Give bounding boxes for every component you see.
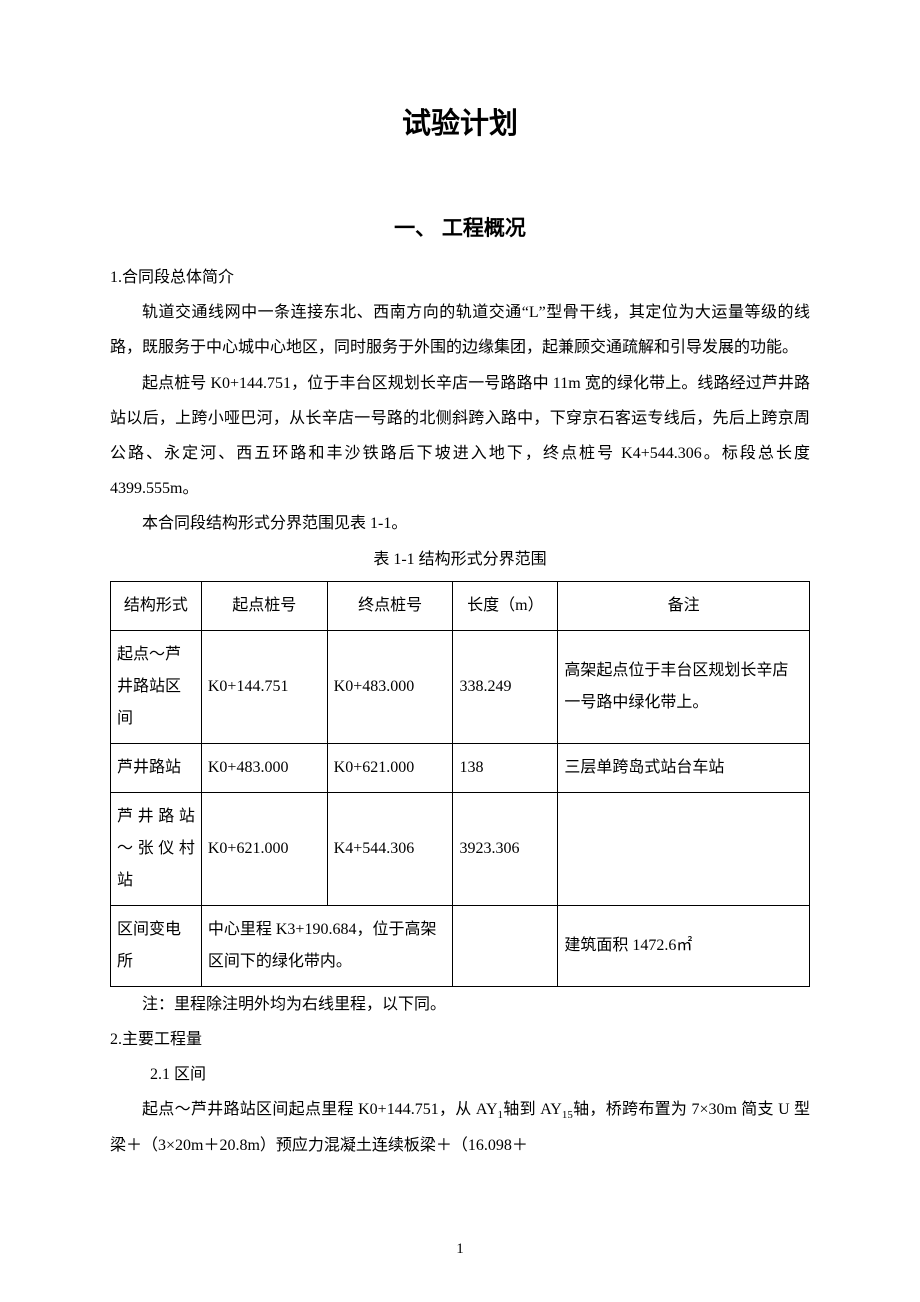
table-row: 区间变电所 中心里程 K3+190.684，位于高架区间下的绿化带内。 建筑面积… <box>111 905 810 986</box>
table-cell: 高架起点位于丰台区规划长辛店一号路中绿化带上。 <box>558 630 810 743</box>
subheading-2: 2.主要工程量 <box>110 1022 810 1057</box>
table-cell: 建筑面积 1472.6㎡ <box>558 905 810 986</box>
table-cell: K0+483.000 <box>201 743 327 792</box>
section-heading-1: 一、 工程概况 <box>110 212 810 242</box>
table-cell <box>558 792 810 905</box>
subheading-2-1: 2.1 区间 <box>110 1057 810 1092</box>
table-header-cell: 长度（m） <box>453 581 558 630</box>
table-cell: K0+621.000 <box>327 743 453 792</box>
table-cell <box>453 905 558 986</box>
page: 试验计划 一、 工程概况 1.合同段总体简介 轨道交通线网中一条连接东北、西南方… <box>0 0 920 1302</box>
table-header-cell: 终点桩号 <box>327 581 453 630</box>
table-cell: 338.249 <box>453 630 558 743</box>
section-label: 工程概况 <box>442 217 526 240</box>
document-title: 试验计划 <box>110 100 810 142</box>
table-header-cell: 起点桩号 <box>201 581 327 630</box>
paragraph: 起点～芦井路站区间起点里程 K0+144.751，从 AY1轴到 AY15轴，桥… <box>110 1092 810 1163</box>
text-run: 起点～芦井路站区间起点里程 K0+144.751，从 AY <box>142 1101 498 1118</box>
table-cell: 芦井路站～张仪村站 <box>111 792 202 905</box>
table-cell: K0+621.000 <box>201 792 327 905</box>
table-cell: K4+544.306 <box>327 792 453 905</box>
table-note: 注：里程除注明外均为右线里程，以下同。 <box>110 987 810 1022</box>
table-cell: 三层单跨岛式站台车站 <box>558 743 810 792</box>
paragraph: 起点桩号 K0+144.751，位于丰台区规划长辛店一号路路中 11m 宽的绿化… <box>110 366 810 507</box>
section-number: 一、 <box>394 217 436 240</box>
paragraph: 本合同段结构形式分界范围见表 1-1。 <box>110 506 810 541</box>
table-cell: 中心里程 K3+190.684，位于高架区间下的绿化带内。 <box>201 905 453 986</box>
table-header-cell: 备注 <box>558 581 810 630</box>
text-run: 轴到 AY <box>503 1101 562 1118</box>
subheading-1: 1.合同段总体简介 <box>110 260 810 295</box>
table-cell: K0+483.000 <box>327 630 453 743</box>
table-header-row: 结构形式 起点桩号 终点桩号 长度（m） 备注 <box>111 581 810 630</box>
structure-table: 结构形式 起点桩号 终点桩号 长度（m） 备注 起点～芦井路站区间 K0+144… <box>110 581 810 987</box>
table-cell: 起点～芦井路站区间 <box>111 630 202 743</box>
table-cell: 138 <box>453 743 558 792</box>
subscript: 15 <box>562 1109 573 1121</box>
table-caption: 表 1-1 结构形式分界范围 <box>110 542 810 577</box>
table-cell: 区间变电所 <box>111 905 202 986</box>
table-cell: K0+144.751 <box>201 630 327 743</box>
table-cell: 3923.306 <box>453 792 558 905</box>
table-header-cell: 结构形式 <box>111 581 202 630</box>
table-row: 起点～芦井路站区间 K0+144.751 K0+483.000 338.249 … <box>111 630 810 743</box>
paragraph: 轨道交通线网中一条连接东北、西南方向的轨道交通“L”型骨干线，其定位为大运量等级… <box>110 295 810 365</box>
page-number: 1 <box>0 1241 920 1258</box>
table-row: 芦井路站 K0+483.000 K0+621.000 138 三层单跨岛式站台车… <box>111 743 810 792</box>
table-row: 芦井路站～张仪村站 K0+621.000 K4+544.306 3923.306 <box>111 792 810 905</box>
table-cell: 芦井路站 <box>111 743 202 792</box>
